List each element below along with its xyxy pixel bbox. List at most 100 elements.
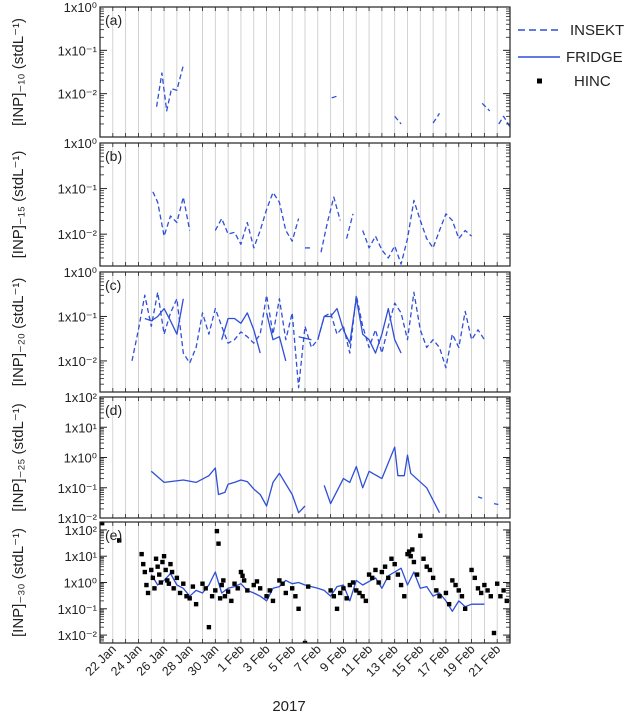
hinc-point	[469, 567, 474, 573]
fridge-line	[221, 312, 261, 354]
legend-hinc-swatch	[537, 78, 542, 84]
y-tick-label: 1x10⁻¹	[58, 182, 98, 197]
hinc-point	[405, 551, 410, 557]
y-axis-label: [INP]₋₂₅ (stdL⁻¹)	[10, 403, 27, 512]
hinc-point	[459, 594, 465, 599]
hinc-point	[232, 581, 237, 586]
hinc-point	[293, 594, 298, 599]
legend-label: HINC	[574, 73, 611, 90]
hinc-point	[424, 564, 429, 569]
y-tick-label: 1x10⁰	[64, 136, 97, 151]
hinc-point	[456, 588, 461, 593]
hinc-point	[328, 588, 333, 593]
hinc-point	[245, 588, 250, 593]
fridge-line	[317, 297, 402, 354]
hinc-point	[498, 594, 503, 599]
insekt-line	[481, 102, 491, 112]
hinc-point	[171, 586, 176, 591]
panel-data	[150, 446, 499, 514]
hinc-point	[395, 572, 401, 577]
hinc-point	[144, 582, 149, 588]
hinc-point	[450, 578, 455, 583]
insekt-line	[152, 191, 191, 237]
hinc-point	[142, 569, 148, 575]
y-tick-label: 1x10⁻¹	[58, 43, 98, 58]
hinc-point	[163, 567, 168, 573]
hinc-point	[418, 533, 423, 538]
hinc-point	[421, 556, 426, 561]
fridge-line	[144, 298, 184, 335]
hinc-point	[446, 601, 452, 607]
y-tick-label: 1x10¹	[64, 549, 97, 564]
hinc-point	[344, 596, 349, 601]
hinc-point	[257, 586, 263, 591]
hinc-point	[341, 586, 346, 591]
hinc-point	[158, 580, 164, 585]
hinc-point	[149, 567, 154, 573]
panel-label: (c)	[105, 277, 121, 293]
x-tick-label: 1 Feb	[215, 642, 248, 675]
hinc-point	[254, 579, 260, 584]
insekt-line	[394, 115, 402, 125]
hinc-point	[277, 578, 282, 583]
y-tick-label: 1x10⁻²	[58, 227, 98, 242]
x-axis-label: 2017	[272, 698, 305, 715]
hinc-point	[153, 556, 159, 561]
y-tick-label: 1x10⁻¹	[58, 309, 98, 324]
hinc-point	[360, 594, 365, 599]
hinc-point	[338, 590, 343, 596]
hinc-point	[166, 581, 172, 586]
y-tick-label: 1x10¹	[64, 420, 97, 435]
hinc-point	[430, 575, 436, 581]
hinc-point	[177, 590, 183, 596]
panel-data	[152, 191, 473, 265]
hinc-point	[139, 551, 144, 557]
fridge-line	[150, 467, 306, 514]
hinc-point	[229, 598, 234, 604]
fridge-line	[298, 336, 312, 341]
hinc-point	[472, 575, 477, 581]
hinc-point	[392, 561, 397, 567]
legend-label: INSEKT	[570, 22, 624, 39]
hinc-point	[117, 538, 122, 543]
hinc-point	[402, 594, 407, 599]
hinc-point	[398, 582, 404, 588]
hinc-point	[241, 578, 247, 583]
hinc-point	[184, 594, 189, 599]
fridge-line	[323, 446, 441, 513]
hinc-point	[168, 561, 173, 567]
panel-data	[155, 65, 510, 128]
insekt-line	[362, 199, 473, 265]
y-axis-label: [INP]₋₁₅ (stdL⁻¹)	[10, 151, 27, 259]
hinc-point	[501, 588, 506, 593]
insekt-line	[214, 191, 300, 249]
hinc-point	[485, 588, 490, 593]
hinc-point	[453, 582, 458, 588]
hinc-point	[411, 559, 417, 565]
insekt-line	[131, 291, 485, 389]
hinc-point	[161, 554, 167, 559]
hinc-point	[141, 561, 146, 567]
y-axis-label: [INP]₋₃₀ (stdL⁻¹)	[10, 528, 27, 637]
insekt-line	[331, 94, 339, 99]
hinc-point	[443, 590, 449, 596]
insekt-line	[320, 196, 341, 253]
hinc-point	[264, 594, 269, 599]
panel-data	[100, 522, 509, 643]
y-tick-label: 1x10⁻¹	[58, 602, 98, 617]
hinc-point	[306, 584, 311, 589]
hinc-point	[100, 522, 105, 526]
hinc-point	[251, 582, 256, 588]
hinc-point	[354, 588, 359, 593]
y-tick-label: 1x10⁻²	[58, 628, 98, 643]
insekt-line	[498, 115, 510, 128]
hinc-point	[165, 578, 170, 583]
hinc-point	[376, 580, 381, 585]
hinc-point	[193, 601, 199, 607]
hinc-point	[494, 581, 500, 586]
y-axis-label: [INP]₋₂₀ (stdL⁻¹)	[10, 278, 27, 387]
hinc-point	[347, 582, 353, 588]
hinc-point	[437, 594, 442, 599]
insekt-line	[493, 502, 499, 506]
